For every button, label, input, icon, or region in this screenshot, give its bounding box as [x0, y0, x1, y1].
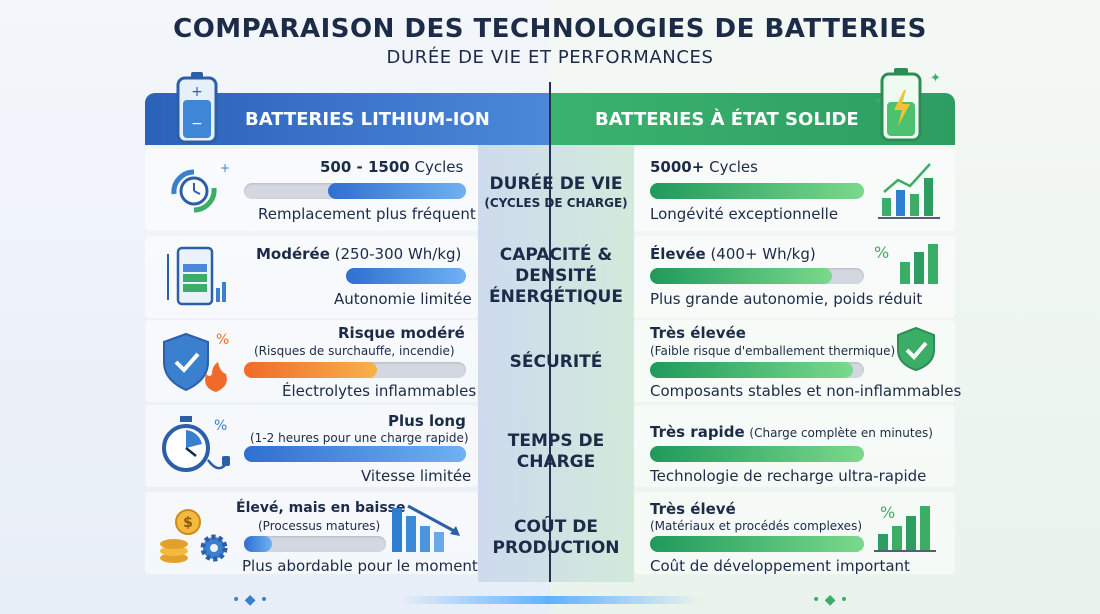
row-4-left-bar [244, 446, 466, 462]
row-1-left-note: Remplacement plus fréquent [258, 205, 476, 223]
svg-text:%: % [216, 332, 229, 348]
bar-chart-up-icon [878, 163, 940, 219]
row-1-right-note: Longévité exceptionnelle [650, 205, 839, 223]
row-3-right-note: Composants stables et non-inflammables [650, 382, 962, 400]
row-4-left-sub: (1-2 heures pour une charge rapide) [250, 431, 469, 445]
row-2-right-bar [650, 268, 864, 284]
row-3-right-bar-fill [650, 362, 854, 378]
svg-text:+: + [220, 161, 230, 175]
row-2-left-bar [346, 268, 466, 284]
row-1-criterion: DURÉE DE VIE (CYCLES DE CHARGE) [484, 174, 628, 210]
svg-text:$: $ [183, 515, 193, 531]
row-3-left-value: Risque modéré [338, 324, 465, 342]
row-4-left-value: Plus long [388, 412, 466, 430]
row-4-right-value: Très rapide (Charge complète en minutes) [650, 423, 933, 441]
row-5-right-bar [650, 536, 864, 552]
stopwatch-plug-icon: % [162, 416, 230, 472]
battery-icon: + − [176, 72, 218, 144]
row-1-left-bar [244, 183, 466, 199]
svg-text:−: − [191, 116, 203, 132]
row-1-right-bar-fill [650, 183, 864, 199]
row-4-left-bar-fill [244, 446, 466, 462]
row-5-left-value: Élevé, mais en baisse [236, 500, 406, 516]
row-1-right-bar [650, 183, 864, 199]
shield-fire-icon: % [163, 332, 229, 392]
row-4-left-note: Vitesse limitée [361, 467, 472, 485]
bar-chart-icon: % [874, 243, 938, 284]
coins-gear-icon: $ [160, 509, 228, 563]
row-2-right-value: Élevée (400+ Wh/kg) [650, 245, 816, 263]
row-4-right-note: Technologie de recharge ultra-rapide [650, 467, 927, 485]
header-lithium-ion-label: BATTERIES LITHIUM-ION [245, 108, 490, 130]
header-solid-state-label: BATTERIES À ÉTAT SOLIDE [595, 108, 859, 130]
row-5-right-sub: (Matériaux et procédés complexes) [650, 519, 862, 533]
row-1-left-bar-fill [328, 183, 466, 199]
center-criteria-column [478, 145, 634, 582]
row-3-left-bar [244, 362, 466, 378]
row-1-left-value: 500 - 1500 Cycles [320, 158, 464, 176]
svg-text:%: % [214, 418, 227, 434]
battery-level-icon [167, 246, 226, 306]
row-4-right-bar-fill [650, 446, 864, 462]
page-title: COMPARAISON DES TECHNOLOGIES DE BATTERIE… [173, 14, 927, 44]
row-3-left-sub: (Risques de surchauffe, incendie) [254, 344, 455, 358]
center-divider [549, 82, 551, 582]
row-5-left-sub: (Processus matures) [258, 519, 381, 533]
row-2-left-bar-fill [346, 268, 466, 284]
svg-text:%: % [874, 243, 889, 262]
row-5-left-bar-fill [244, 536, 273, 552]
row-1-right-value: 5000+ Cycles [650, 158, 758, 176]
bottom-left-ornament: • ◆ • [232, 592, 269, 608]
row-3-right-value: Très élevée [650, 324, 746, 342]
row-5-right-value: Très élevé [650, 500, 736, 518]
page-subtitle: DURÉE DE VIE ET PERFORMANCES [386, 47, 714, 68]
bar-chart-high-icon: % [874, 503, 936, 552]
svg-text:✦: ✦ [874, 96, 882, 107]
row-2-right-note: Plus grande autonomie, poids réduit [650, 290, 923, 308]
row-5-right-note: Coût de développement important [650, 557, 910, 575]
row-2-criterion: CAPACITÉ & DENSITÉ ÉNERGÉTIQUE [489, 245, 623, 307]
bottom-glow [400, 596, 700, 604]
bar-chart-down-icon [392, 504, 460, 552]
bottom-right-ornament: • ◆ • [812, 592, 849, 608]
row-3-right-bar [650, 362, 864, 378]
svg-text:+: + [191, 84, 203, 100]
row-2-right-bar-fill [650, 268, 832, 284]
row-5-criterion: COÛT DE PRODUCTION [492, 517, 620, 558]
row-2-left-value: Modérée (250-300 Wh/kg) [256, 245, 462, 263]
row-5-left-bar [244, 536, 386, 552]
row-3-criterion: SÉCURITÉ [509, 352, 603, 372]
row-3-left-bar-fill [244, 362, 378, 378]
row-5-left-note: Plus abordable pour le moment [242, 557, 478, 575]
row-4-criterion: TEMPS DE CHARGE [507, 431, 605, 472]
row-5-right-bar-fill [650, 536, 864, 552]
row-3-left-note: Électrolytes inflammables [282, 382, 477, 400]
row-2-left-note: Autonomie limitée [334, 290, 472, 308]
svg-text:%: % [880, 503, 895, 522]
row-3-right-sub: (Faible risque d'emballement thermique) [650, 344, 896, 358]
row-4-right-bar [650, 446, 864, 462]
svg-text:✦: ✦ [930, 71, 941, 86]
shield-check-icon [897, 326, 935, 372]
battery-charging-icon: ✦ ✦ [874, 68, 941, 142]
cycle-clock-icon: + [171, 161, 230, 213]
